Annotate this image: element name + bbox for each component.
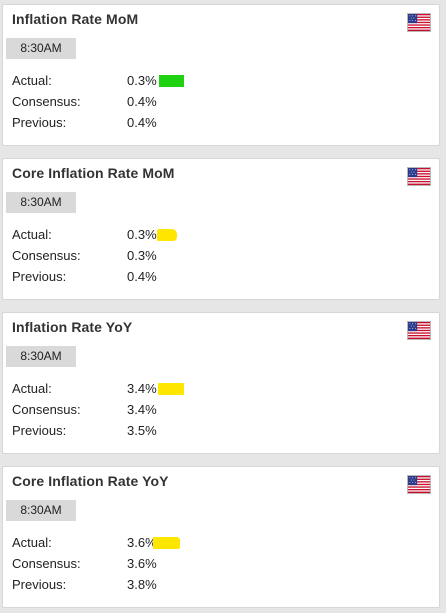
- event-title: Core Inflation Rate YoY: [12, 473, 169, 489]
- event-time-badge: 8:30AM: [6, 192, 76, 213]
- previous-value: 0.4%: [127, 269, 157, 284]
- consensus-label: Consensus:: [12, 556, 81, 571]
- event-title: Inflation Rate YoY: [12, 319, 133, 335]
- previous-label: Previous:: [12, 577, 67, 592]
- event-card-inflation-rate-mom[interactable]: Inflation Rate MoM 8:30AM Actual: 0.3% C…: [2, 4, 440, 146]
- actual-value: 3.6%: [127, 535, 157, 550]
- actual-highlight-marker: [157, 229, 177, 241]
- actual-highlight-marker: [158, 383, 184, 395]
- event-time-badge: 8:30AM: [6, 346, 76, 367]
- us-flag-icon: [407, 13, 431, 32]
- previous-label: Previous:: [12, 269, 67, 284]
- consensus-value: 0.3%: [127, 248, 157, 263]
- actual-highlight-marker: [159, 75, 184, 87]
- us-flag-icon: [407, 475, 431, 494]
- event-title: Inflation Rate MoM: [12, 11, 139, 27]
- event-card-core-inflation-rate-mom[interactable]: Core Inflation Rate MoM 8:30AM Actual: 0…: [2, 158, 440, 300]
- actual-label: Actual:: [12, 227, 52, 242]
- actual-label: Actual:: [12, 73, 52, 88]
- previous-label: Previous:: [12, 423, 67, 438]
- previous-value: 3.8%: [127, 577, 157, 592]
- us-flag-icon: [407, 321, 431, 340]
- consensus-label: Consensus:: [12, 402, 81, 417]
- consensus-label: Consensus:: [12, 248, 81, 263]
- actual-label: Actual:: [12, 381, 52, 396]
- actual-value: 3.4%: [127, 381, 157, 396]
- previous-value: 0.4%: [127, 115, 157, 130]
- actual-value: 0.3%: [127, 73, 157, 88]
- consensus-value: 3.4%: [127, 402, 157, 417]
- event-time-badge: 8:30AM: [6, 500, 76, 521]
- actual-value: 0.3%: [127, 227, 157, 242]
- event-card-inflation-rate-yoy[interactable]: Inflation Rate YoY 8:30AM Actual: 3.4% C…: [2, 312, 440, 454]
- actual-highlight-marker: [153, 537, 180, 549]
- consensus-label: Consensus:: [12, 94, 81, 109]
- event-time-badge: 8:30AM: [6, 38, 76, 59]
- event-title: Core Inflation Rate MoM: [12, 165, 175, 181]
- previous-label: Previous:: [12, 115, 67, 130]
- actual-label: Actual:: [12, 535, 52, 550]
- consensus-value: 0.4%: [127, 94, 157, 109]
- event-card-core-inflation-rate-yoy[interactable]: Core Inflation Rate YoY 8:30AM Actual: 3…: [2, 466, 440, 608]
- consensus-value: 3.6%: [127, 556, 157, 571]
- us-flag-icon: [407, 167, 431, 186]
- previous-value: 3.5%: [127, 423, 157, 438]
